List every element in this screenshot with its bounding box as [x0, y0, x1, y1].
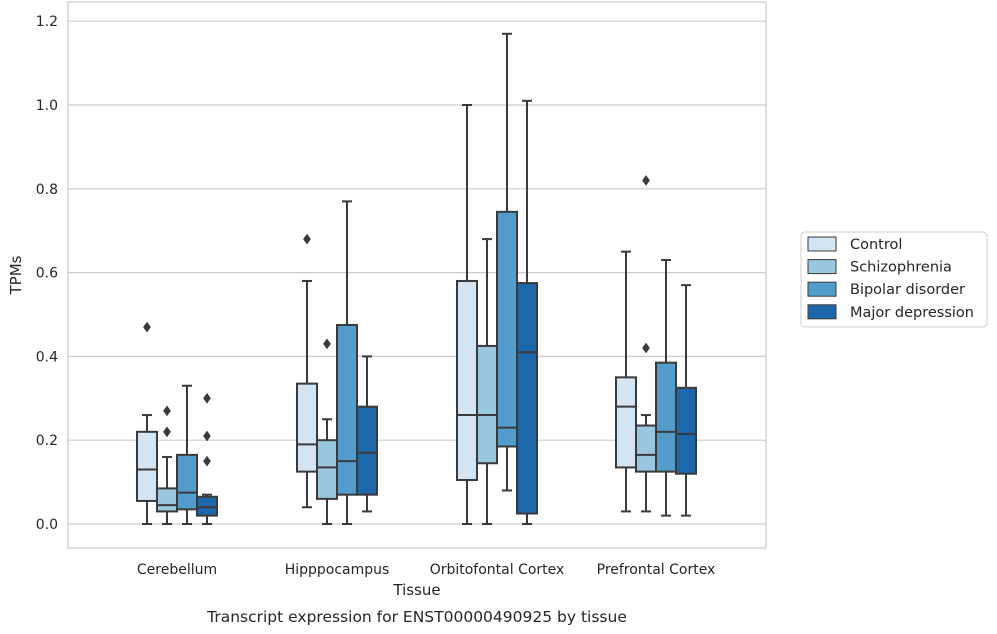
y-tick-label: 0.6: [36, 266, 58, 282]
outlier-point: [323, 338, 331, 350]
box-body: [136, 430, 158, 502]
box: [296, 233, 318, 509]
legend: Control Schizophrenia Bipolar disorder Majo…: [800, 231, 988, 328]
series-schizophrenia: [156, 174, 657, 525]
box: [675, 284, 697, 517]
box: [176, 384, 198, 525]
box: [516, 99, 538, 525]
y-tick-label: 1.0: [36, 98, 58, 114]
box: [336, 200, 358, 525]
x-axis-label: Tissue: [392, 581, 440, 599]
x-tick-label: Hipppocampus: [285, 562, 390, 578]
series-control: [136, 104, 637, 525]
box-body: [356, 405, 378, 496]
box-body: [156, 487, 178, 513]
y-tick-label: 0.8: [36, 182, 58, 198]
legend-swatch: [807, 259, 837, 275]
legend-label: Schizophrenia: [850, 260, 952, 276]
box: [496, 32, 518, 492]
y-tick-labels: 0.0 0.2 0.4 0.6 0.8 1.0 1.2: [36, 14, 58, 533]
box: [456, 104, 478, 525]
x-tick-label: Orbitofontal Cortex: [430, 562, 565, 578]
box: [356, 355, 378, 513]
y-axis-label: TPMs: [7, 255, 25, 295]
x-tick-labels: Cerebellum Hipppocampus Orbitofontal Corte…: [137, 562, 715, 578]
box-body: [496, 210, 518, 448]
legend-label: Bipolar disorder: [850, 282, 965, 298]
box-body: [456, 279, 478, 482]
box-body: [316, 439, 338, 500]
box: [615, 250, 637, 513]
x-tick-label: Cerebellum: [137, 562, 217, 578]
y-tick-label: 0.2: [36, 433, 58, 449]
box-body: [336, 323, 358, 496]
legend-item: Control: [807, 236, 902, 253]
box: [196, 392, 218, 525]
y-tick-label: 0.4: [36, 349, 58, 365]
box-body: [196, 495, 218, 517]
legend-item: Major depression: [807, 304, 974, 321]
legend-label: Major depression: [850, 305, 974, 321]
outlier-point: [203, 455, 211, 467]
legend-swatch: [807, 236, 837, 252]
box: [635, 174, 657, 513]
outlier-point: [203, 430, 211, 442]
outlier-point: [143, 321, 151, 333]
series-major-depression: [196, 99, 697, 525]
box-body: [655, 361, 677, 473]
outlier-point: [163, 405, 171, 417]
box-body: [516, 282, 538, 515]
x-tick-label: Prefrontal Cortex: [597, 562, 716, 578]
figure-caption: Transcript expression for ENST0000049092…: [206, 608, 627, 626]
legend-frame: [800, 231, 988, 328]
box-body: [635, 424, 657, 473]
box-body: [176, 453, 198, 511]
outlier-point: [642, 174, 650, 186]
legend-label: Control: [850, 237, 902, 253]
legend-swatch: [807, 304, 837, 320]
legend-item: Bipolar disorder: [807, 281, 965, 298]
box: [136, 321, 158, 525]
box: [655, 259, 677, 517]
legend-swatch: [807, 281, 837, 297]
box-body: [615, 376, 637, 469]
box-body: [476, 344, 498, 465]
y-tick-label: 0.0: [36, 517, 58, 533]
legend-item: Schizophrenia: [807, 259, 952, 276]
series-bipolar-disorder: [176, 32, 677, 525]
outlier-point: [642, 342, 650, 354]
box: [476, 238, 498, 525]
box-body: [675, 386, 697, 475]
box-series-group: [136, 32, 697, 525]
outlier-point: [203, 392, 211, 404]
outlier-point: [303, 233, 311, 245]
outlier-point: [163, 426, 171, 438]
box-body: [296, 382, 318, 473]
y-tick-label: 1.2: [36, 14, 58, 30]
plot-frame: [67, 1, 767, 549]
